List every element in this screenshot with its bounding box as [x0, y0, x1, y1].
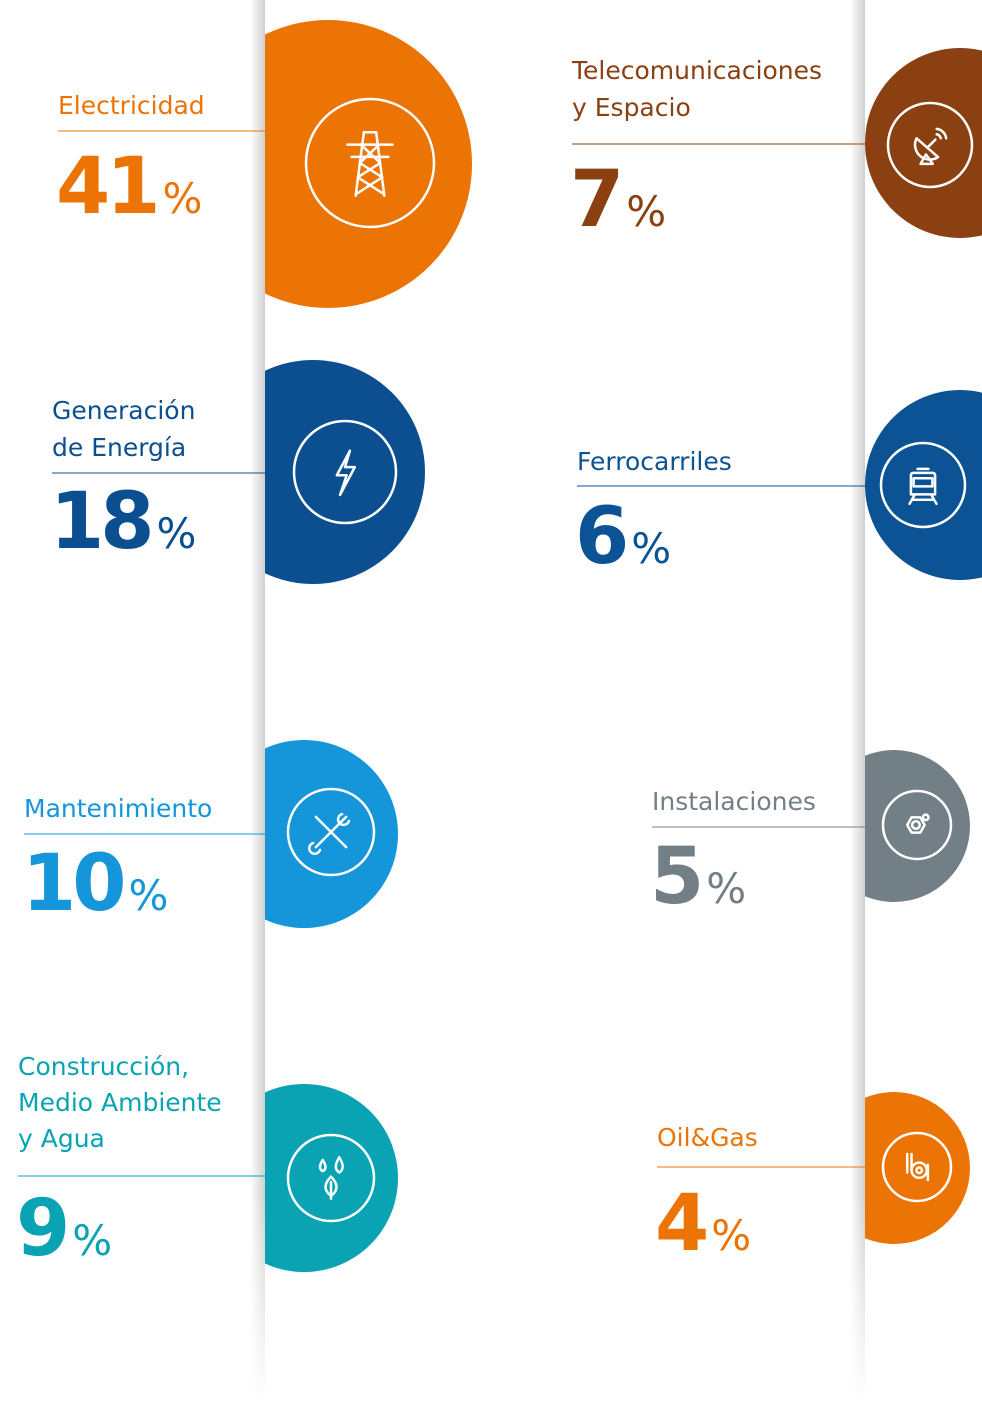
sector-circle [265, 1084, 398, 1272]
sector: Construcción, Medio Ambiente y Agua 9% [16, 1052, 398, 1274]
sector-icon [886, 101, 974, 189]
sector-value: 6% [575, 492, 671, 582]
sector-label: y Espacio [572, 93, 691, 122]
value-number: 9 [16, 1184, 66, 1274]
value-number: 10 [22, 839, 123, 929]
icon-stroke [905, 816, 926, 834]
sector: Oil&Gas 4% [655, 1092, 970, 1269]
circle-bg [265, 1084, 398, 1272]
icon-stroke [921, 813, 930, 822]
icon-stroke [910, 819, 921, 831]
sector-icon [881, 1131, 953, 1203]
sector-icon [286, 1133, 376, 1223]
value-unit: % [163, 174, 203, 223]
circle-bg [265, 360, 425, 584]
value-unit: % [711, 1211, 751, 1260]
icon-stroke [915, 1166, 924, 1175]
sector-label: Electricidad [58, 91, 205, 120]
icon-ring [886, 101, 974, 189]
sector-value: 10% [22, 839, 168, 929]
icon-stroke [346, 131, 394, 198]
circle-bg [265, 20, 472, 308]
icon-ring [304, 97, 436, 229]
icon-ring [881, 1131, 953, 1203]
sector-circle [265, 20, 472, 308]
value-number: 4 [655, 1179, 706, 1269]
sector: Electricidad 41% [56, 20, 472, 308]
column-shadows [250, 0, 865, 1406]
sector-label: de Energía [52, 433, 186, 462]
icon-stroke [308, 812, 351, 855]
sector-circle [265, 360, 425, 584]
circle-bg [865, 390, 982, 580]
value-unit: % [631, 524, 671, 573]
value-number: 5 [650, 832, 700, 922]
sector-circle [865, 390, 982, 580]
value-unit: % [626, 187, 666, 236]
sector: Ferrocarriles 6% [575, 390, 982, 582]
sector: Mantenimiento 10% [22, 740, 398, 929]
sector-icon [292, 419, 398, 525]
icon-ring [879, 441, 967, 529]
sector-label: Ferrocarriles [577, 447, 732, 476]
value-number: 6 [575, 492, 626, 582]
sector: Instalaciones 5% [650, 750, 970, 922]
value-unit: % [72, 1216, 112, 1265]
sector-value: 5% [650, 832, 746, 922]
value-number: 7 [570, 155, 620, 245]
value-unit: % [157, 509, 197, 558]
sector-label: Oil&Gas [657, 1123, 758, 1152]
icon-ring [286, 1133, 376, 1223]
circle-bg [865, 750, 970, 902]
sector-label: Telecomunicaciones [571, 56, 822, 85]
sector: Generación de Energía 18% [50, 360, 425, 584]
sector-icon [286, 787, 376, 877]
sector-value: 4% [655, 1179, 751, 1269]
sector-value: 7% [570, 155, 666, 245]
sector-label: Construcción, [18, 1052, 189, 1081]
value-number: 41 [56, 142, 157, 232]
sector-value: 41% [56, 142, 202, 232]
icon-stroke [335, 449, 357, 497]
sector-label: y Agua [18, 1124, 105, 1153]
sector-label: Medio Ambiente [18, 1088, 222, 1117]
sector-label: Generación [52, 396, 195, 425]
sector-circle [865, 1092, 970, 1244]
sector-circle [865, 750, 970, 902]
icon-ring [881, 789, 953, 861]
icon-ring [286, 787, 376, 877]
icon-stroke [318, 1156, 344, 1200]
sector-icon [879, 441, 967, 529]
value-unit: % [129, 871, 169, 920]
sector-value: 9% [16, 1184, 112, 1274]
sector-icon [881, 789, 953, 861]
icon-stroke [910, 1161, 929, 1180]
sector-label: Mantenimiento [24, 794, 212, 823]
icon-stroke [913, 127, 948, 166]
value-unit: % [706, 864, 746, 913]
sector: Telecomunicaciones y Espacio 7% [570, 48, 982, 245]
sector-value: 18% [50, 477, 196, 567]
circle-bg [865, 1092, 970, 1244]
value-number: 18 [50, 477, 151, 567]
icon-stroke [908, 467, 938, 506]
sector-icon [304, 97, 436, 229]
icon-ring [292, 419, 398, 525]
sector-label: Instalaciones [652, 787, 816, 816]
